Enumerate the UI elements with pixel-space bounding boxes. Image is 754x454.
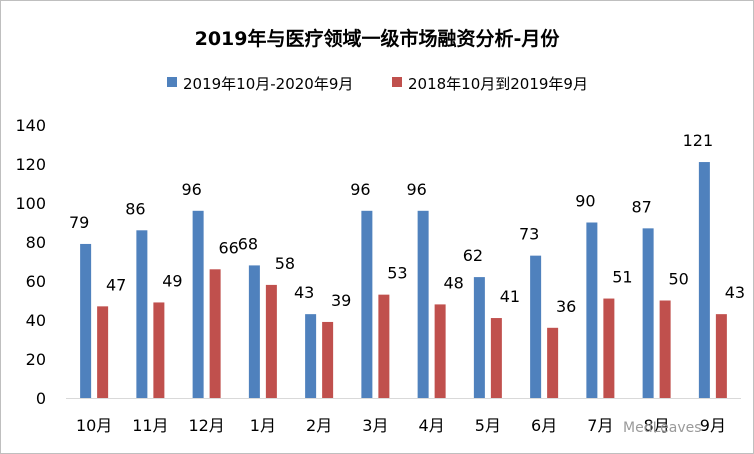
y-tick-label: 100 [15,194,46,213]
bar-series-2 [322,321,334,398]
bar-series-2 [715,314,727,398]
legend: 2019年10月-2020年9月 2018年10月到2019年9月 [167,75,588,93]
y-tick-label: 20 [26,350,46,369]
y-tick-label: 120 [15,155,46,174]
data-label-series-2: 50 [668,270,688,289]
data-label-series-1: 43 [294,283,314,302]
x-tick-label: 10月 [76,416,112,435]
legend-label-series-2: 2018年10月到2019年9月 [408,75,588,93]
data-label-series-2: 39 [331,291,351,310]
bar-series-1 [530,255,542,398]
bar-series-2 [209,269,221,398]
bar-series-2 [153,302,165,398]
data-label-series-2: 49 [162,271,182,290]
y-axis: 0 20 40 60 80 100 120 140 [15,116,46,408]
x-tick-label: 5月 [475,416,501,435]
bar-series-2 [547,327,559,398]
bar-series-1 [248,265,260,398]
y-tick-label: 80 [26,233,46,252]
data-label-series-1: 73 [519,225,539,244]
x-tick-label: 12月 [188,416,224,435]
bar-series-2 [434,304,446,398]
data-label-series-1: 87 [631,197,651,216]
data-label-series-1: 62 [463,246,483,265]
y-tick-label: 0 [36,389,46,408]
data-label-series-2: 47 [106,275,126,294]
bar-series-1 [136,230,148,398]
chart-title: 2019年与医疗领域一级市场融资分析-月份 [195,27,561,50]
data-label-series-2: 51 [612,268,632,287]
bar-series-1 [642,228,654,398]
data-label-series-2: 36 [556,297,576,316]
data-label-series-2: 48 [443,273,463,292]
data-label-series-2: 43 [725,283,745,302]
x-tick-label: 9月 [700,416,726,435]
bar-series-2 [603,298,615,398]
x-tick-label: 11月 [132,416,168,435]
x-tick-label: 4月 [419,416,445,435]
x-tick-label: 3月 [362,416,388,435]
bar-series-2 [490,318,502,398]
legend-swatch-series-2 [392,77,402,87]
x-tick-label: 8月 [644,416,670,435]
bar-series-1 [473,277,485,398]
data-label-series-1: 96 [406,180,426,199]
data-label-series-2: 66 [218,238,238,257]
bars [80,162,727,398]
bar-series-1 [698,162,710,398]
legend-label-series-1: 2019年10月-2020年9月 [183,75,353,93]
data-label-series-1: 96 [350,180,370,199]
y-tick-label: 60 [26,272,46,291]
data-label-series-1: 68 [238,234,258,253]
bar-series-2 [378,294,390,398]
watermark-text: MedLeaves [623,420,702,436]
bar-series-1 [586,222,598,398]
data-label-series-1: 79 [69,213,89,232]
bar-series-1 [361,210,373,398]
data-label-series-2: 53 [387,264,407,283]
bar-series-1 [80,243,92,398]
x-tick-label: 7月 [587,416,613,435]
y-tick-label: 40 [26,311,46,330]
bar-series-1 [305,314,317,398]
data-label-series-2: 58 [275,254,295,273]
bar-series-1 [417,210,429,398]
bar-series-2 [659,300,671,398]
x-tick-label: 6月 [531,416,557,435]
data-label-series-1: 121 [683,131,714,150]
bar-series-2 [97,306,109,398]
x-axis: 10月 11月 12月 1月 2月 3月 4月 5月 6月 7月 8月 9月 [66,398,741,435]
x-tick-label: 2月 [306,416,332,435]
data-label-series-1: 86 [125,199,145,218]
legend-swatch-series-1 [167,77,177,87]
bar-series-2 [265,284,277,398]
data-label-series-1: 96 [181,180,201,199]
x-tick-label: 1月 [250,416,276,435]
data-label-series-1: 90 [575,192,595,211]
bar-series-1 [192,210,204,398]
y-tick-label: 140 [15,116,46,135]
data-label-series-2: 41 [500,287,520,306]
